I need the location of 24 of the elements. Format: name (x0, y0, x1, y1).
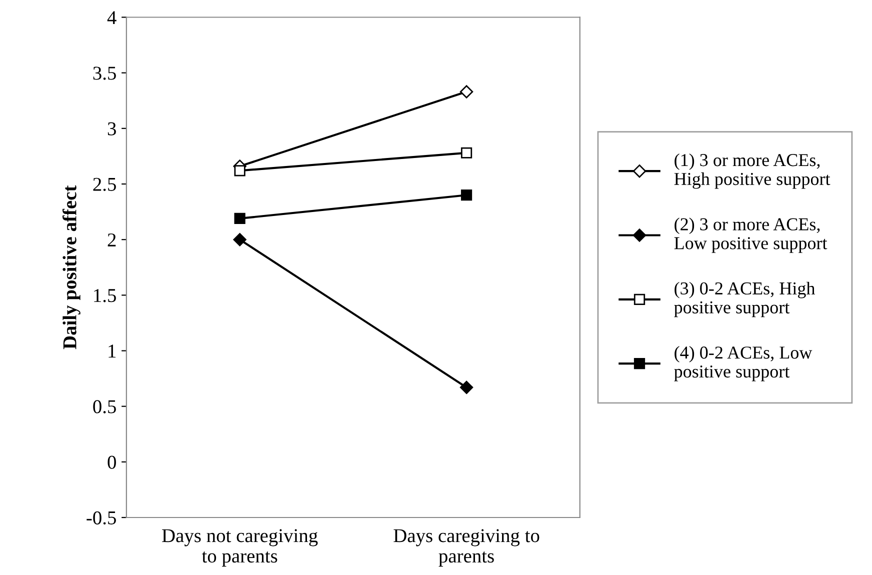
y-tick-label: 1 (108, 344, 116, 358)
point (234, 212, 246, 224)
point (233, 232, 246, 246)
point (460, 85, 474, 98)
y-tick-label: 3.5 (93, 66, 116, 80)
y-axis-title: Daily positive affect (62, 185, 80, 350)
point (460, 190, 472, 201)
point (460, 147, 472, 158)
y-tick-label: 1.5 (94, 289, 116, 302)
point (460, 380, 474, 394)
y-tick-label: 0.5 (93, 400, 116, 414)
y-tick-label: 2.5 (93, 178, 116, 192)
legend-label: (4) 0-2 ACEs, Low positive support (674, 346, 812, 382)
y-tick-label: 2 (108, 233, 116, 246)
legend-label: (2) 3 or more ACEs, Low positive support (674, 218, 828, 253)
legend-label: (1) 3 or more ACEs, High positive support (674, 153, 830, 189)
x-tick-label: Days not caregiving to parents (162, 529, 318, 567)
y-tick-label: 3 (108, 122, 116, 136)
y-tick-label: 4 (107, 11, 116, 24)
y-tick-label: -0.5 (86, 511, 116, 525)
y-tick-label: 0 (108, 456, 116, 469)
legend-label: (3) 0-2 ACEs, High positive support (674, 282, 816, 318)
point (234, 165, 246, 176)
x-tick-label: Days caregiving to parents (394, 529, 540, 567)
